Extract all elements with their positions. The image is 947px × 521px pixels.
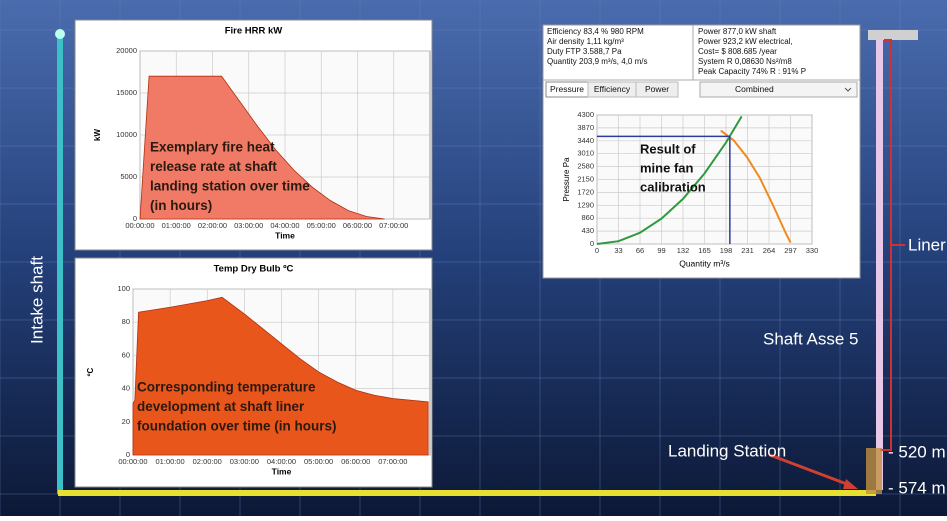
- y-tick-label: 1720: [577, 187, 594, 196]
- shaft-headframe: [868, 30, 918, 40]
- x-tick-label: 03:00:00: [234, 221, 263, 230]
- tab-label[interactable]: Efficiency: [594, 84, 631, 94]
- y-tick-label: 5000: [120, 172, 137, 181]
- y-tick-label: 15000: [116, 88, 137, 97]
- x-tick-label: 33: [614, 246, 622, 255]
- annotation: calibration: [640, 179, 706, 194]
- y-tick-label: 0: [590, 239, 594, 248]
- dropdown-label[interactable]: Combined: [735, 84, 774, 94]
- x-tick-label: 03:00:00: [230, 457, 259, 466]
- annotation: (in hours): [150, 198, 212, 213]
- y-tick-label: 3010: [577, 149, 594, 158]
- y-tick-label: 4300: [577, 110, 594, 119]
- x-axis-label: Time: [275, 230, 295, 240]
- info-text: Air density 1,11 kg/m³: [547, 37, 624, 46]
- depth-label: - 520 m: [888, 442, 946, 461]
- info-text: Power 877,0 kW shaft: [698, 27, 777, 36]
- x-tick-label: 00:00:00: [125, 221, 154, 230]
- tab-label[interactable]: Pressure: [550, 84, 584, 94]
- annotation: landing station over time: [150, 179, 310, 194]
- x-tick-label: 05:00:00: [304, 457, 333, 466]
- y-axis-label: Pressure Pa: [562, 157, 571, 202]
- chart-title: Fire HRR kW: [225, 26, 283, 37]
- y-tick-label: 3440: [577, 136, 594, 145]
- annotation: Corresponding temperature: [137, 380, 316, 395]
- landing-station: [866, 448, 882, 494]
- y-tick-label: 860: [581, 213, 594, 222]
- y-tick-label: 100: [117, 284, 130, 293]
- x-tick-label: 01:00:00: [162, 221, 191, 230]
- info-text: Duty FTP 3.588,7 Pa: [547, 47, 622, 56]
- depth-label: - 574 m: [888, 478, 946, 497]
- intake-shaft-pipe: [57, 34, 63, 494]
- shaft-pipe: [876, 34, 883, 490]
- x-tick-label: 01:00:00: [156, 457, 185, 466]
- x-tick-label: 264: [763, 246, 776, 255]
- annotation: release rate at shaft: [150, 159, 277, 174]
- y-tick-label: 10000: [116, 130, 137, 139]
- y-tick-label: 2150: [577, 174, 594, 183]
- x-tick-label: 132: [677, 246, 690, 255]
- x-tick-label: 04:00:00: [270, 221, 299, 230]
- y-tick-label: 3870: [577, 123, 594, 132]
- y-tick-label: 60: [122, 350, 130, 359]
- info-text: Cost= $ 808.685 /year: [698, 47, 777, 56]
- x-tick-label: 07:00:00: [379, 221, 408, 230]
- x-tick-label: 330: [806, 246, 819, 255]
- x-tick-label: 06:00:00: [341, 457, 370, 466]
- intake-label: Intake shaft: [27, 256, 46, 344]
- x-tick-label: 297: [784, 246, 797, 255]
- y-axis-label: kW: [93, 129, 102, 141]
- annotation: Exemplary fire heat: [150, 140, 275, 155]
- x-tick-label: 198: [720, 246, 733, 255]
- y-tick-label: 20000: [116, 46, 137, 55]
- annotation: foundation over time (in hours): [137, 419, 337, 434]
- tab-label[interactable]: Power: [645, 84, 669, 94]
- x-tick-label: 05:00:00: [307, 221, 336, 230]
- annotation: mine fan: [640, 160, 694, 175]
- y-axis-label: ºC: [86, 367, 95, 376]
- x-tick-label: 0: [595, 246, 599, 255]
- y-tick-label: 40: [122, 384, 130, 393]
- x-tick-label: 04:00:00: [267, 457, 296, 466]
- info-text: Efficiency 83,4 % 980 RPM: [547, 27, 644, 36]
- landing-label: Landing Station: [668, 441, 786, 460]
- x-tick-label: 07:00:00: [378, 457, 407, 466]
- chart: 02040608010000:00:0001:00:0002:00:0003:0…: [75, 258, 432, 487]
- chart-title: Temp Dry Bulb ºC: [214, 264, 294, 275]
- dropdown[interactable]: [700, 82, 857, 97]
- info-text: Peak Capacity 74% R : 91% P: [698, 67, 806, 76]
- x-tick-label: 02:00:00: [193, 457, 222, 466]
- y-tick-label: 1290: [577, 200, 594, 209]
- annotation: development at shaft liner: [137, 399, 305, 414]
- y-tick-label: 80: [122, 317, 130, 326]
- x-axis-label: Quantity m³/s: [679, 258, 730, 268]
- screenshot: Intake shaft Liner Shaft Asse 5 Landing …: [0, 0, 947, 516]
- x-tick-label: 231: [741, 246, 754, 255]
- shaft-label: Shaft Asse 5: [763, 329, 858, 348]
- x-tick-label: 165: [698, 246, 711, 255]
- x-tick-label: 00:00:00: [118, 457, 147, 466]
- annotation: Result of: [640, 141, 696, 156]
- x-tick-label: 02:00:00: [198, 221, 227, 230]
- pipe-top: [55, 29, 65, 39]
- x-tick-label: 99: [657, 246, 665, 255]
- info-text: Quantity 203,9 m³/s, 4,0 m/s: [547, 57, 647, 66]
- y-tick-label: 430: [581, 226, 594, 235]
- y-tick-label: 2580: [577, 162, 594, 171]
- x-tick-label: 66: [636, 246, 644, 255]
- info-text: System R 0,08630 Ns²/m8: [698, 57, 792, 66]
- y-tick-label: 20: [122, 417, 130, 426]
- x-tick-label: 06:00:00: [343, 221, 372, 230]
- liner-label: Liner: [908, 235, 946, 254]
- x-axis-label: Time: [272, 466, 292, 476]
- drift-pipe: [58, 490, 876, 496]
- info-text: Power 923,2 kW electrical,: [698, 37, 793, 46]
